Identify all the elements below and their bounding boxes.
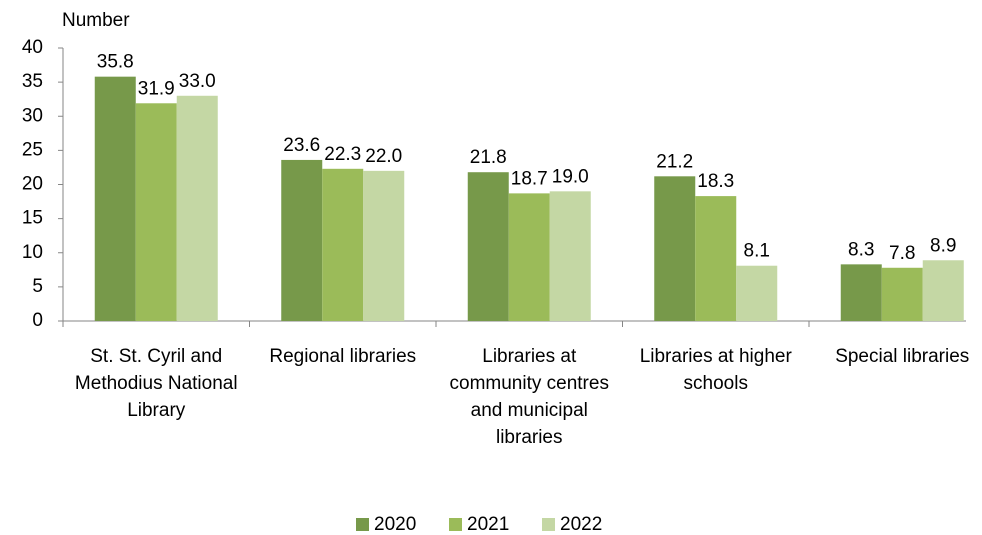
y-tick-label: 40	[22, 37, 43, 58]
data-label: 35.8	[97, 52, 134, 73]
y-tick-label: 20	[22, 174, 43, 195]
legend-swatch	[449, 518, 462, 531]
y-tick-label: 5	[32, 276, 43, 297]
legend-label: 2022	[560, 514, 602, 535]
bar	[94, 76, 136, 321]
data-label: 8.9	[930, 235, 956, 256]
bar	[176, 95, 218, 322]
y-tick-label: 10	[22, 242, 43, 263]
y-tick-label: 0	[32, 310, 43, 331]
data-label: 23.6	[283, 135, 320, 156]
y-tick-label: 30	[22, 105, 43, 126]
y-tick-label: 25	[22, 139, 43, 160]
y-tick-label: 15	[22, 208, 43, 229]
data-label: 19.0	[552, 166, 589, 187]
bar	[840, 264, 882, 321]
data-label: 21.2	[656, 151, 693, 172]
x-tick-label: Libraries at higher schools	[639, 346, 792, 394]
data-label: 8.3	[848, 239, 874, 260]
legend-label: 2020	[374, 514, 416, 535]
x-tick-label: St. St. Cyril and Methodius National Lib…	[74, 346, 238, 421]
x-tick-label: Libraries at community centres and munic…	[449, 346, 609, 448]
data-label: 21.8	[470, 147, 507, 168]
bar	[736, 265, 778, 321]
data-label: 18.7	[511, 168, 548, 189]
data-label: 33.0	[179, 71, 216, 92]
bar	[549, 191, 591, 321]
bar	[508, 193, 550, 321]
y-axis-label: Number	[62, 10, 130, 31]
x-tick-label: Special libraries	[835, 346, 970, 367]
legend-label: 2021	[467, 514, 509, 535]
data-label: 8.1	[744, 241, 770, 262]
data-label: 22.3	[324, 144, 361, 165]
bar	[881, 267, 923, 321]
x-tick-label: Regional libraries	[269, 346, 417, 367]
bar	[363, 170, 405, 321]
bar	[467, 172, 509, 321]
data-label: 22.0	[365, 146, 402, 167]
legend-swatch	[356, 518, 369, 531]
y-tick-label: 35	[22, 71, 43, 92]
bar	[695, 196, 737, 321]
bar	[135, 103, 177, 321]
data-label: 18.3	[697, 171, 734, 192]
bar	[654, 176, 696, 321]
legend-swatch	[542, 518, 555, 531]
bar	[281, 159, 323, 321]
data-label: 7.8	[889, 243, 915, 264]
bar	[922, 260, 964, 321]
bar	[322, 168, 364, 321]
data-label: 31.9	[138, 78, 175, 99]
